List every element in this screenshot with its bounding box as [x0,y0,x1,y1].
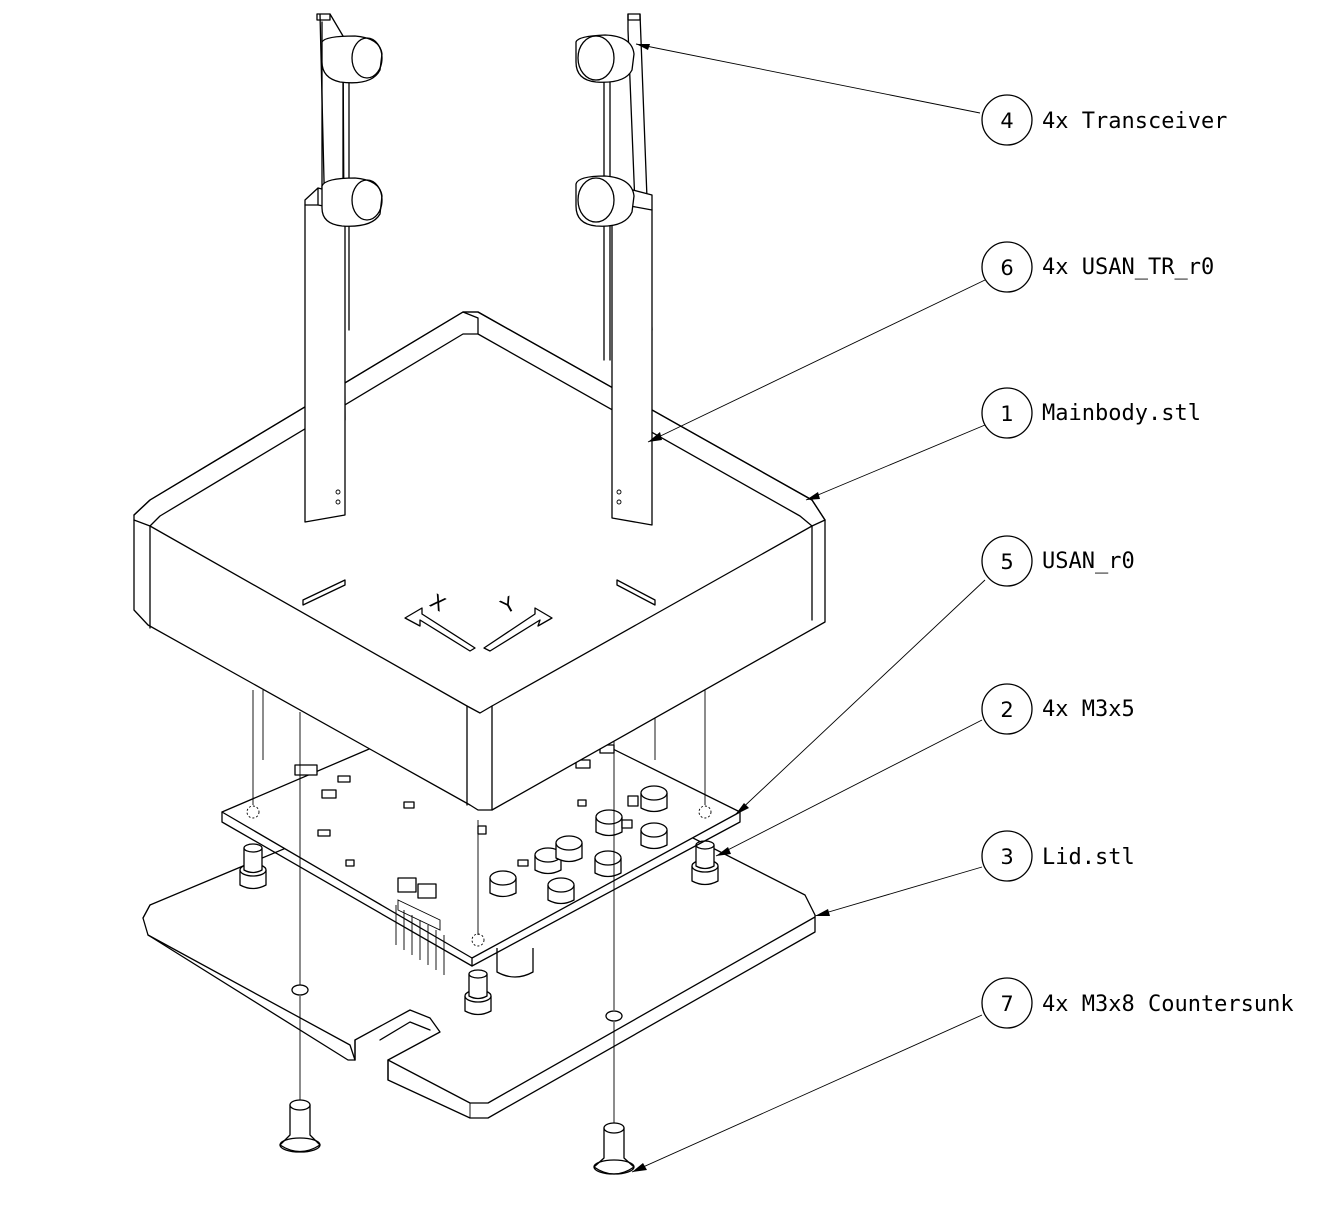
callout-3: 3 Lid.stl [981,830,1135,882]
callout-label: USAN_r0 [1042,549,1135,574]
callout-label: 4x Transceiver [1042,109,1227,134]
callout-number: 1 [1000,402,1013,426]
callout-bubble [981,977,1033,1029]
callout-number: 7 [1000,992,1013,1016]
callout-label: 4x M3x5 [1042,697,1135,722]
callout-bubble [981,683,1033,735]
callout-bubble [981,94,1033,146]
callout-number: 4 [1000,109,1013,133]
callout-label: Mainbody.stl [1042,401,1201,426]
smd-parts [294,744,639,899]
callout-7: 7 4x M3x8 Countersunk [981,977,1294,1029]
callout-label: Lid.stl [1042,845,1135,870]
callout-bubble [981,830,1033,882]
capacitors [489,785,668,905]
callout-1: 1 Mainbody.stl [981,387,1201,439]
m3x8-countersunk-screws [279,1099,635,1175]
callout-number: 5 [1000,550,1013,574]
callout-label: 4x USAN_TR_r0 [1042,255,1214,280]
transceivers [321,34,635,227]
mainbody-part: X Y [133,311,826,811]
callout-6: 6 4x USAN_TR_r0 [981,241,1214,293]
callout-4: 4 4x Transceiver [981,94,1227,146]
explode-lines [252,690,706,1125]
leader-lines [631,43,986,1173]
pcb-mount-holes [246,805,712,947]
callout-bubble [981,387,1033,439]
m3x5-screws [239,840,719,1016]
callout-number: 3 [1000,845,1013,869]
callout-number: 2 [1000,698,1013,722]
callout-5: 5 USAN_r0 [981,535,1135,587]
callout-label: 4x M3x8 Countersunk [1042,992,1294,1017]
callout-bubble [981,535,1033,587]
callout-number: 6 [1000,256,1013,280]
callout-bubble [981,241,1033,293]
callout-2: 2 4x M3x5 [981,683,1135,735]
pin-header [395,899,445,975]
